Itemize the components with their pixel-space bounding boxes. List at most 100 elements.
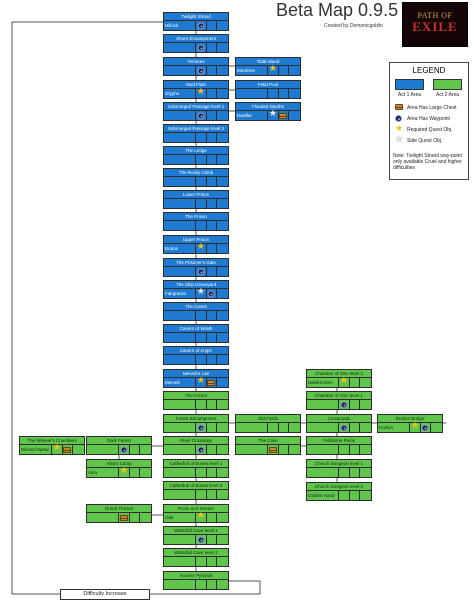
icon-cell (207, 423, 218, 432)
area-node-the-prisoner-s-gate: The Prisoner's Gate (163, 258, 229, 277)
area-node-merveil-s-lair: Merveil's Lair Merveil (163, 369, 229, 388)
area-name: The Rocky Climb (164, 169, 228, 177)
chest-icon (63, 446, 72, 453)
waypoint-icon (421, 424, 429, 431)
icon-cell (207, 490, 218, 499)
icon-cell (217, 355, 228, 364)
icon-cell (207, 445, 218, 454)
area-name: Dread Thicket (87, 505, 151, 513)
icon-cell (196, 133, 207, 142)
area-node-lower-prison: Lower Prison (163, 190, 229, 209)
area-name: Cathedral of Bones level 2 (164, 482, 228, 490)
icon-cell (217, 89, 228, 98)
area-node-old-fields: Old Fields (235, 414, 301, 433)
icon-cell (52, 444, 63, 454)
area-subtitle: Fairgraves (164, 289, 196, 298)
icon-cell (268, 445, 279, 454)
chest-icon (268, 446, 277, 453)
icon-cell (217, 378, 228, 387)
side-star-icon (197, 288, 205, 298)
area-name: Ancient Pyramid (164, 572, 228, 580)
area-node-pools-and-stream: Pools and Stream Oak (163, 504, 229, 523)
icon-cell (279, 111, 290, 120)
icon-cell (339, 423, 350, 432)
area-name: The Ledge (164, 147, 228, 155)
area-name: The Prison (164, 213, 228, 221)
waypoint-icon (197, 22, 205, 29)
icon-cell (207, 289, 218, 298)
icon-cell (350, 400, 361, 409)
icon-cell (196, 199, 207, 208)
icon-cell (207, 177, 218, 186)
icon-cell (196, 21, 207, 30)
icon-cell (217, 21, 228, 30)
icon-cell (289, 89, 300, 98)
icon-cell (140, 513, 151, 522)
area-node-flooded-depths: Flooded Depths Dweller (235, 102, 301, 121)
star-icon (197, 243, 205, 253)
area-subtitle (307, 468, 339, 477)
icon-cell (279, 89, 290, 98)
area-node-submerged-passage-level-2: Submerged Passage level 2 (163, 124, 229, 143)
area-node-submerged-passage-level-1: Submerged Passage level 1 (163, 102, 229, 121)
logo-top-text: PATH OF (417, 11, 453, 20)
icon-cell (217, 267, 228, 276)
icon-cell (217, 490, 228, 499)
area-subtitle (164, 133, 196, 142)
icon-cell (350, 491, 361, 500)
waypoint-icon (395, 115, 402, 122)
star-icon (395, 124, 403, 134)
icon-cell (350, 445, 361, 454)
icon-cell (360, 468, 371, 477)
icon-cell (217, 333, 228, 342)
area-node-church-dungeon-level-1: Church Dungeon level 1 (306, 459, 372, 478)
act1-label: Act 1 Area (398, 92, 422, 98)
area-subtitle (87, 445, 119, 454)
icon-cell (119, 467, 130, 477)
area-subtitle (236, 89, 268, 98)
legend-star-row: Required Quest Obj. (395, 124, 469, 134)
icon-cell (217, 445, 228, 454)
icon-cell (339, 445, 350, 454)
area-node-fetid-pool: Fetid Pool (235, 80, 301, 99)
icon-cell (268, 89, 279, 98)
icon-cell (217, 66, 228, 75)
area-subtitle (164, 311, 196, 320)
icon-cell (140, 468, 151, 477)
area-node-crossroads: Crossroads (306, 414, 372, 433)
area-name: The Prisoner's Gate (164, 259, 228, 267)
area-subtitle (236, 423, 268, 432)
area-node-fellshrine-ruins: Fellshrine Ruins (306, 436, 372, 455)
area-subtitle (164, 267, 196, 276)
area-node-cathedral-of-bones-level-2: Cathedral of Bones level 2 (163, 481, 229, 500)
icon-cell (196, 580, 207, 589)
icon-cell (207, 400, 218, 409)
area-node-dread-thicket: Dread Thicket (86, 504, 152, 523)
icon-cell (360, 491, 371, 500)
area-subtitle: Alira (87, 468, 119, 477)
area-name: Lower Prison (164, 191, 228, 199)
area-name: Submerged Passage level 2 (164, 125, 228, 133)
area-node-broken-bridge: Broken Bridge Kraityn (377, 414, 443, 433)
area-name: Waterfall Cave level 2 (164, 549, 228, 557)
area-name: Fellshrine Ruins (307, 437, 371, 445)
waypoint-icon (340, 401, 348, 408)
legend-title: LEGEND (412, 66, 446, 75)
icon-cell (360, 400, 371, 409)
icon-cell (339, 377, 350, 387)
legend: LEGEND Act 1 Area Act 2 Area Area Has La… (389, 62, 469, 180)
area-name: Forest Encampment (164, 415, 228, 423)
area-subtitle (164, 199, 196, 208)
icon-cell (196, 333, 207, 342)
icon-cell (268, 423, 279, 432)
area-node-twilight-strand: Twilight Strand Hillock (163, 12, 229, 31)
area-subtitle: Medicine (236, 66, 268, 75)
chest-icon (207, 379, 216, 386)
icon-cell (196, 43, 207, 52)
area-name: Shore Encampment (164, 35, 228, 43)
area-node-river-crossings: River Crossings (163, 436, 229, 455)
area-subtitle (164, 445, 196, 454)
area-name: Fetid Pool (236, 81, 300, 89)
area-subtitle: Glyphs (164, 89, 196, 98)
area-node-ancient-pyramid: Ancient Pyramid (163, 571, 229, 590)
